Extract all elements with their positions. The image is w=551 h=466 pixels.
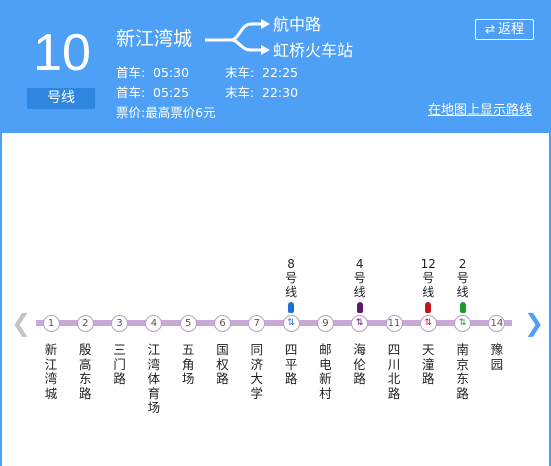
station-name[interactable]: 邮电新村 [317, 343, 333, 401]
station-name[interactable]: 豫园 [489, 343, 505, 372]
station-name[interactable]: 天潼路 [420, 343, 436, 387]
station-name[interactable]: 海伦路 [352, 343, 368, 387]
station-marker[interactable]: 1 [43, 315, 60, 332]
station-marker[interactable]: 3 [111, 315, 128, 332]
station-name[interactable]: 殷高东路 [77, 343, 93, 401]
transfer-icon[interactable]: ⇅ [283, 315, 300, 332]
route-track [36, 320, 512, 326]
station-marker[interactable]: 2 [77, 315, 94, 332]
transfer-line-marker [357, 302, 363, 313]
station-name[interactable]: 三门路 [112, 343, 128, 387]
station-name[interactable]: 四川北路 [386, 343, 402, 401]
last-train-label: 末车: [225, 64, 254, 81]
transfer-icon[interactable]: ⇅ [420, 315, 437, 332]
show-on-map-link[interactable]: 在地图上显示路线 [428, 102, 532, 120]
station-marker[interactable]: 4 [145, 315, 162, 332]
line-label: 号线 [27, 88, 95, 109]
station-name[interactable]: 新江湾城 [43, 343, 59, 401]
first-train-time: 05:30 [153, 64, 189, 81]
transfer-icon[interactable]: ⇅ [351, 315, 368, 332]
line-number: 10 [27, 22, 97, 84]
destination-2: 虹桥火车站 [273, 40, 353, 62]
transfer-line-marker [288, 302, 294, 313]
station-name[interactable]: 五角场 [180, 343, 196, 387]
branch-arrow-icon [203, 14, 273, 58]
transfer-line-label[interactable]: 8号线 [283, 257, 299, 299]
station-marker[interactable]: 5 [180, 315, 197, 332]
last-train-time: 22:25 [262, 64, 298, 81]
swap-icon: ⇄ [485, 22, 495, 36]
chevron-left-icon[interactable]: ❮ [11, 310, 31, 336]
return-button[interactable]: ⇄ 返程 [475, 19, 534, 40]
station-name[interactable]: 国权路 [215, 343, 231, 387]
station-name[interactable]: 四平路 [283, 343, 299, 387]
transfer-line-label[interactable]: 4号线 [352, 257, 368, 299]
station-name[interactable]: 江湾体育场 [146, 343, 162, 416]
transfer-line-marker [460, 302, 466, 313]
fare-info: 票价:最高票价6元 [116, 104, 216, 121]
origin-station: 新江湾城 [116, 26, 192, 52]
first-train-label: 首车: [116, 64, 145, 81]
left-border [0, 133, 2, 466]
station-name[interactable]: 南京东路 [455, 343, 471, 401]
transfer-icon[interactable]: ⇅ [454, 315, 471, 332]
station-marker[interactable]: 9 [317, 315, 334, 332]
station-marker[interactable]: 14 [488, 315, 505, 332]
station-marker[interactable]: 11 [386, 315, 403, 332]
last-train-time: 22:30 [262, 84, 298, 101]
transfer-line-label[interactable]: 2号线 [455, 257, 471, 299]
destination-1: 航中路 [273, 14, 321, 36]
station-marker[interactable]: 7 [248, 315, 265, 332]
return-button-label: 返程 [498, 22, 524, 37]
station-name[interactable]: 同济大学 [249, 343, 265, 401]
transfer-line-label[interactable]: 12号线 [420, 257, 436, 299]
transfer-line-marker [425, 302, 431, 313]
last-train-label: 末车: [225, 84, 254, 101]
first-train-time: 05:25 [153, 84, 189, 101]
first-train-label: 首车: [116, 84, 145, 101]
chevron-right-icon[interactable]: ❯ [524, 310, 544, 336]
route-header: 10 号线 新江湾城 航中路 虹桥火车站 首车: 05:30 末车: 22:25… [0, 0, 551, 133]
station-marker[interactable]: 6 [214, 315, 231, 332]
